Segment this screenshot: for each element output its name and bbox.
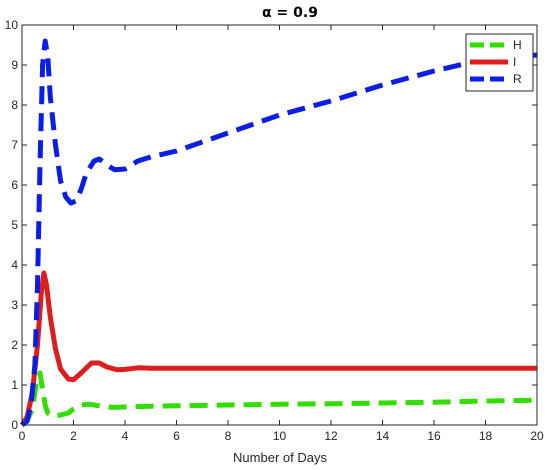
y-tick-label: 8: [11, 98, 18, 112]
plot-area: [19, 38, 538, 427]
x-tick-label: 0: [19, 429, 26, 443]
x-tick-label: 14: [376, 429, 390, 443]
legend-label-i: I: [513, 55, 516, 69]
y-tick-label: 2: [11, 338, 18, 352]
x-tick-label: 6: [173, 429, 180, 443]
x-tick-label: 10: [273, 429, 287, 443]
y-tick-label: 7: [11, 138, 18, 152]
x-tick-label: 20: [530, 429, 544, 443]
series-line-h: [20, 370, 538, 427]
legend: HIR: [465, 33, 534, 92]
y-tick-label: 6: [11, 178, 18, 192]
y-tick-label: 4: [11, 258, 18, 272]
x-tick-label: 12: [324, 429, 338, 443]
y-tick-label: 10: [5, 18, 19, 32]
y-tick-label: 5: [11, 218, 18, 232]
x-tick-label: 4: [122, 429, 129, 443]
chart-title: α = 0.9: [262, 5, 318, 21]
legend-label-r: R: [513, 72, 522, 86]
x-tick-label: 16: [427, 429, 441, 443]
series-line-r: [20, 38, 538, 427]
y-tick-label: 0: [11, 418, 18, 432]
x-tick-label: 2: [70, 429, 77, 443]
y-tick-label: 9: [11, 58, 18, 72]
legend-label-h: H: [513, 38, 522, 52]
x-tick-label: 8: [225, 429, 232, 443]
series-line-i: [19, 270, 537, 427]
x-tick-label: 18: [479, 429, 493, 443]
y-tick-label: 1: [11, 378, 18, 392]
x-axis-title: Number of Days: [233, 450, 327, 465]
y-tick-label: 3: [11, 298, 18, 312]
